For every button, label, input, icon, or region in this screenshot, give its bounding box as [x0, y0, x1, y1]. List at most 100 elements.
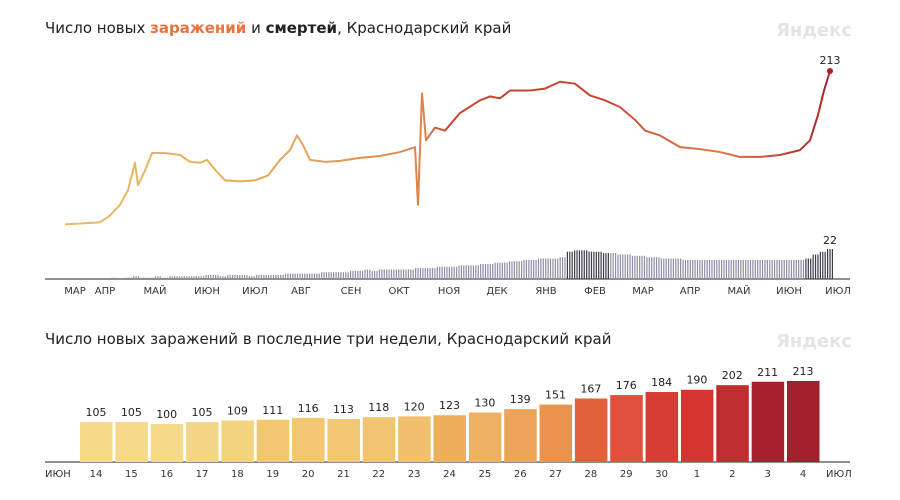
deaths-bar [711, 259, 713, 279]
deaths-bar [653, 257, 655, 279]
deaths-bar [248, 276, 250, 279]
deaths-bar [439, 266, 441, 279]
deaths-bar [166, 277, 169, 279]
start-month-label: ИЮН [45, 469, 71, 480]
day-label: 2 [729, 469, 735, 480]
bar-value-label: 213 [793, 365, 814, 378]
deaths-bar [648, 257, 650, 279]
deaths-bar [135, 276, 137, 279]
deaths-bar [759, 259, 761, 279]
deaths-bar [205, 274, 207, 279]
deaths-bar [354, 270, 356, 279]
deaths-bar [215, 274, 217, 279]
deaths-bar [231, 274, 234, 279]
deaths-bar [692, 259, 694, 279]
deaths-bar [453, 266, 455, 279]
deaths-bar [342, 272, 344, 279]
deaths-bar [472, 265, 475, 279]
bottom-chart-title: Число новых заражений в последние три не… [45, 330, 612, 348]
deaths-bar [617, 254, 619, 279]
deaths-bar [569, 251, 571, 279]
deaths-bar [434, 268, 436, 279]
deaths-bar [800, 259, 802, 279]
deaths-bar [766, 259, 768, 279]
deaths-bar [525, 259, 528, 279]
deaths-bar [415, 268, 417, 279]
x-tick-label: МАР [632, 286, 654, 297]
deaths-bar [733, 259, 735, 279]
x-tick-label: ИЮЛ [242, 286, 268, 297]
deaths-bar [186, 276, 188, 279]
deaths-bar [607, 253, 609, 279]
deaths-bar [152, 277, 154, 279]
deaths-bar [212, 274, 214, 279]
deaths-bar [636, 255, 638, 279]
deaths-bar [200, 276, 202, 279]
deaths-bar [571, 251, 573, 279]
deaths-bar [289, 273, 291, 279]
deaths-bar [629, 254, 631, 279]
deaths-bar [412, 269, 414, 279]
deaths-bar [301, 273, 303, 279]
deaths-bar [258, 274, 260, 279]
deaths-bar [475, 265, 477, 279]
deaths-bar [371, 270, 373, 279]
day-bar [221, 420, 254, 462]
deaths-bar [513, 261, 515, 279]
day-label: 18 [231, 469, 244, 480]
deaths-bar [646, 257, 648, 279]
deaths-bar [810, 258, 812, 279]
deaths-bar [304, 273, 306, 279]
deaths-bar [781, 259, 783, 279]
bar-value-label: 118 [368, 401, 389, 414]
deaths-bar [395, 269, 397, 279]
deaths-bar [376, 270, 378, 279]
yandex-watermark: Яндекс [776, 331, 852, 352]
x-tick-label: ДЕК [486, 286, 507, 297]
deaths-bar [557, 258, 559, 279]
deaths-bar [824, 251, 826, 279]
deaths-bar [171, 276, 173, 279]
deaths-bar [735, 259, 737, 279]
deaths-bar [665, 258, 667, 279]
deaths-bar [829, 249, 831, 279]
deaths-bar [624, 254, 626, 279]
deaths-bar [364, 269, 366, 279]
deaths-bar [460, 265, 462, 279]
deaths-bar [740, 259, 742, 279]
deaths-bar [270, 274, 272, 279]
deaths-bar [798, 259, 800, 279]
deaths-bar [388, 269, 390, 279]
deaths-bar [805, 258, 807, 279]
deaths-bar [207, 274, 210, 279]
deaths-bar [641, 255, 643, 279]
deaths-bar [477, 265, 479, 279]
deaths-bar [699, 259, 701, 279]
deaths-bar [400, 269, 402, 279]
deaths-bar [802, 259, 805, 279]
day-bar [645, 392, 679, 462]
deaths-bar [251, 276, 253, 279]
bar-value-label: 120 [404, 400, 425, 413]
deaths-bar [542, 258, 544, 279]
day-label: 15 [125, 469, 138, 480]
deaths-bar [793, 259, 795, 279]
deaths-bar [489, 264, 491, 279]
day-label: 1 [694, 469, 700, 480]
bar-value-label: 109 [227, 405, 248, 418]
deaths-bar [701, 259, 703, 279]
deaths-bar [817, 254, 819, 279]
bar-value-label: 167 [580, 382, 601, 395]
bar-value-label: 130 [474, 397, 495, 410]
deaths-bar [468, 265, 470, 279]
deaths-bar [752, 259, 754, 279]
deaths-bar [116, 277, 118, 279]
deaths-bar [463, 265, 465, 279]
deaths-bar [174, 276, 176, 279]
deaths-bar [446, 266, 448, 279]
day-bar [362, 417, 396, 462]
deaths-bar [369, 269, 371, 279]
deaths-bar [333, 272, 335, 279]
deaths-bar [195, 276, 197, 279]
deaths-bar [465, 265, 467, 279]
